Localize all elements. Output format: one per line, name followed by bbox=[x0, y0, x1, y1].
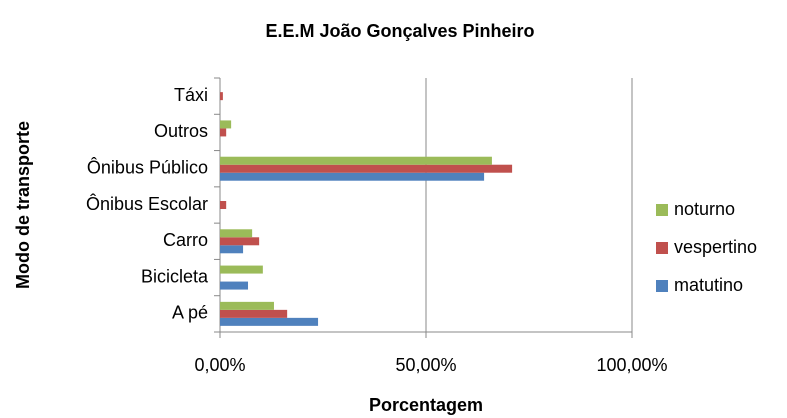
bar bbox=[220, 237, 260, 246]
bar bbox=[220, 120, 232, 129]
legend-swatch bbox=[656, 242, 668, 254]
bar bbox=[220, 229, 253, 238]
bar bbox=[220, 281, 249, 290]
y-tick-label: Táxi bbox=[174, 85, 208, 105]
bar bbox=[220, 245, 244, 254]
bar bbox=[220, 265, 263, 274]
y-tick-label: A pé bbox=[172, 303, 208, 323]
bar bbox=[220, 172, 485, 181]
bar bbox=[220, 317, 319, 326]
bar bbox=[220, 201, 227, 209]
y-axis-label: Modo de transporte bbox=[13, 121, 33, 289]
bar bbox=[220, 156, 492, 165]
bar bbox=[220, 164, 513, 173]
legend-swatch bbox=[656, 204, 668, 216]
chart-title: E.E.M João Gonçalves Pinheiro bbox=[265, 21, 534, 41]
y-tick-label: Carro bbox=[163, 230, 208, 250]
y-tick-label: Bicicleta bbox=[141, 266, 209, 286]
x-axis-label: Porcentagem bbox=[369, 395, 483, 415]
x-tick-label: 50,00% bbox=[395, 355, 456, 375]
x-tick-label: 0,00% bbox=[194, 355, 245, 375]
legend-label: matutino bbox=[674, 275, 743, 295]
x-tick-label: 100,00% bbox=[596, 355, 667, 375]
bar bbox=[220, 128, 227, 137]
bar bbox=[220, 309, 288, 318]
legend-label: noturno bbox=[674, 199, 735, 219]
legend-swatch bbox=[656, 280, 668, 292]
bar bbox=[220, 92, 223, 101]
y-tick-label: Ônibus Escolar bbox=[86, 193, 208, 214]
bar bbox=[220, 301, 274, 310]
y-tick-label: Outros bbox=[154, 121, 208, 141]
y-tick-label: Ônibus Público bbox=[87, 156, 208, 177]
legend-label: vespertino bbox=[674, 237, 757, 257]
